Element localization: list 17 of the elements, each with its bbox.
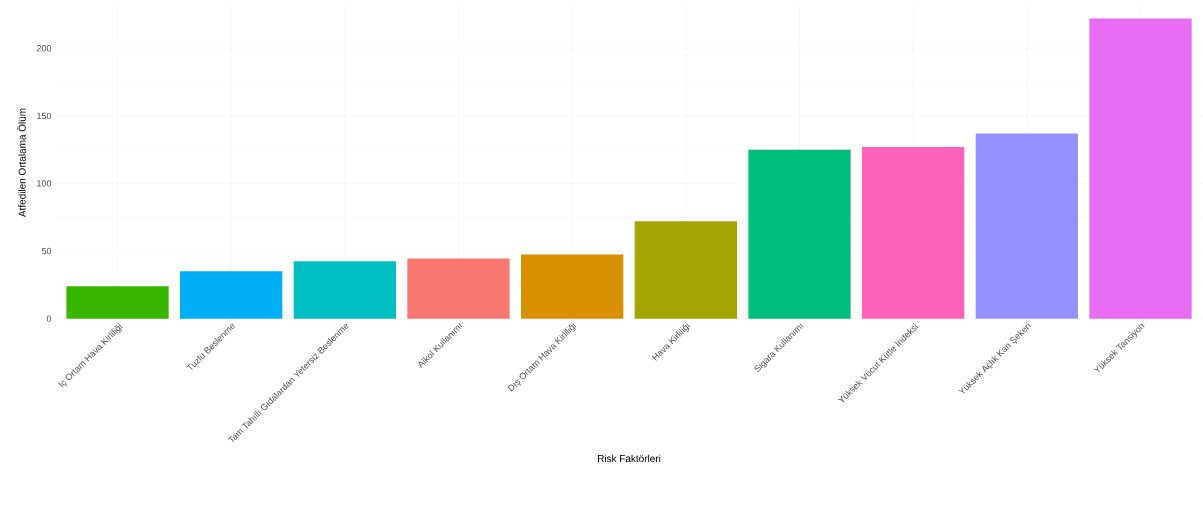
x-axis-title: Risk Faktörleri	[597, 454, 661, 463]
bar	[180, 271, 283, 319]
y-tick-label: 0	[46, 315, 52, 322]
bar	[521, 254, 624, 319]
bar	[407, 258, 510, 319]
y-axis-title: Atfedilen Ortalama Ölüm	[17, 108, 26, 218]
bar	[293, 261, 396, 319]
y-tick-label: 150	[37, 112, 52, 120]
bar	[748, 149, 851, 319]
y-tick-label: 200	[36, 45, 52, 52]
y-tick-label: 100	[37, 180, 52, 187]
bar	[975, 133, 1078, 319]
bar	[66, 286, 169, 319]
bar	[634, 221, 737, 319]
bar	[1089, 18, 1192, 319]
bar	[862, 146, 965, 319]
y-tick-label: 50	[41, 247, 52, 255]
